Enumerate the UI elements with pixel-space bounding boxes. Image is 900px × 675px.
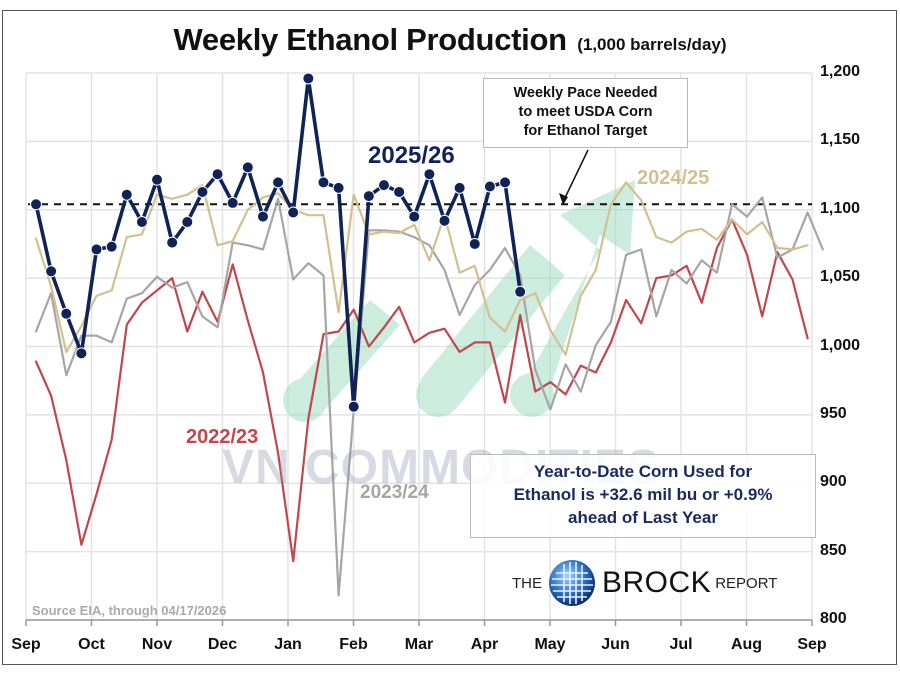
x-tick-label: Sep: [797, 636, 827, 653]
callout-pointer-arrowhead: [559, 193, 568, 205]
data-point: [241, 161, 254, 174]
ytd-summary-box: Year-to-Date Corn Used for Ethanol is +3…: [470, 454, 816, 538]
data-point: [30, 198, 42, 211]
data-point: [226, 196, 239, 209]
data-point: [45, 265, 58, 278]
x-tick-label: Aug: [730, 636, 763, 653]
ytd-line-2: Ethanol is +32.6 mil bu or +0.9%: [513, 485, 773, 504]
x-tick-label: Apr: [470, 636, 499, 653]
logo-suffix: REPORT: [715, 574, 778, 592]
data-point: [499, 176, 512, 189]
series-lines: [30, 72, 824, 597]
globe-icon: [549, 560, 595, 606]
callout-line-1: Weekly Pace Needed: [513, 85, 658, 101]
label-2024-25: 2024/25: [637, 167, 710, 189]
data-point: [362, 190, 375, 203]
callout-line-3: for Ethanol Target: [523, 123, 648, 139]
data-point: [514, 285, 527, 298]
x-tick-label: Jan: [274, 636, 302, 653]
series-2023-24: [34, 196, 824, 597]
x-tick-label: Sep: [11, 636, 41, 653]
data-point: [423, 168, 436, 181]
data-point: [181, 216, 194, 229]
logo-brand: BROCK: [602, 566, 712, 599]
ytd-line-3: ahead of Last Year: [568, 508, 718, 527]
data-point: [408, 210, 421, 223]
data-point: [453, 181, 466, 194]
data-point: [468, 237, 481, 250]
green-arrow-watermark: [283, 180, 635, 422]
y-tick-label: 1,200: [820, 63, 861, 80]
logo-prefix: THE: [512, 574, 542, 592]
label-2022-23: 2022/23: [186, 426, 259, 448]
target-pace-callout: Weekly Pace Needed to meet USDA Corn for…: [483, 78, 688, 148]
source-note: Source EIA, through 04/17/2026: [32, 603, 227, 618]
ytd-line-1: Year-to-Date Corn Used for: [533, 462, 753, 481]
data-point: [211, 168, 224, 181]
data-point: [196, 185, 209, 198]
data-point: [332, 181, 345, 194]
series-2022-23: [34, 218, 809, 563]
data-point: [317, 176, 330, 189]
x-tick-label: Jun: [601, 636, 630, 653]
y-tick-label: 900: [820, 473, 847, 491]
data-point: [347, 400, 360, 413]
y-tick-label: 1,000: [820, 336, 861, 354]
y-tick-label: 850: [820, 541, 847, 559]
y-tick-label: 800: [820, 610, 847, 627]
brock-report-logo: THE BROCK REPORT: [512, 558, 777, 608]
data-point: [272, 176, 285, 189]
data-point: [302, 72, 315, 85]
data-point: [105, 240, 118, 253]
data-point: [120, 188, 133, 201]
x-axis-ticks: [25, 620, 813, 626]
data-point: [166, 236, 179, 249]
data-point: [151, 173, 164, 186]
x-tick-label: Jul: [669, 636, 693, 653]
x-tick-label: Oct: [78, 636, 105, 653]
label-2025-26: 2025/26: [368, 142, 455, 169]
x-tick-label: May: [534, 636, 566, 653]
data-point: [483, 180, 496, 193]
x-tick-label: Feb: [339, 636, 368, 653]
data-point: [90, 243, 103, 256]
callout-pointer-arrow: [562, 149, 589, 203]
x-tick-label: Mar: [404, 636, 434, 653]
y-tick-label: 1,100: [820, 199, 861, 217]
x-tick-label: Nov: [141, 636, 173, 653]
data-point: [438, 214, 451, 227]
chart-subtitle: (1,000 barrels/day): [577, 35, 727, 54]
label-2023-24: 2023/24: [360, 482, 429, 503]
data-point: [60, 307, 73, 320]
chart-title-block: Weekly Ethanol Production (1,000 barrels…: [0, 22, 900, 58]
y-tick-label: 1,150: [820, 131, 861, 149]
data-point: [393, 185, 406, 198]
data-point: [256, 210, 269, 223]
data-point: [287, 206, 300, 219]
data-point: [377, 179, 390, 192]
y-tick-label: 1,050: [820, 268, 861, 286]
callout-line-2: to meet USDA Corn: [518, 104, 653, 120]
data-point: [135, 216, 148, 229]
chart-title: Weekly Ethanol Production: [173, 22, 567, 57]
y-tick-label: 950: [820, 404, 847, 422]
series-2024-25: [34, 181, 809, 356]
data-point: [75, 347, 88, 360]
x-tick-label: Dec: [207, 636, 238, 653]
